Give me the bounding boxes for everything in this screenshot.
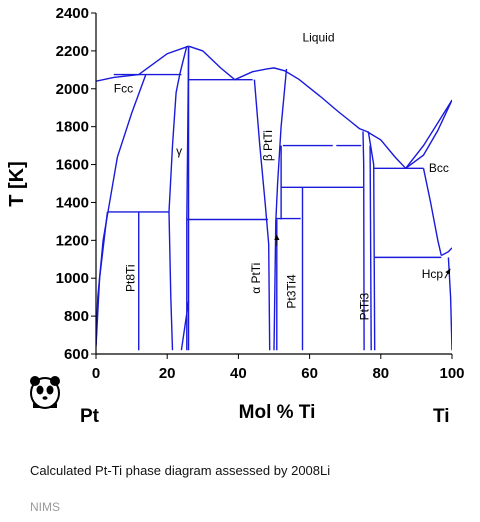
y-tick-label-9: 2400 xyxy=(56,5,89,22)
x-tick-label-5: 100 xyxy=(439,365,464,382)
boundary-pti3-right xyxy=(367,131,376,351)
boundary-liquidus-pti3 xyxy=(366,130,407,169)
x-tick-label-4: 80 xyxy=(372,365,389,382)
phase-label-1: Fcc xyxy=(114,82,133,96)
y-axis-label: T [K] xyxy=(6,161,28,207)
y-tick-label-5: 1600 xyxy=(56,157,89,174)
boundary-line-24 xyxy=(180,300,190,351)
phase-label-6: α PtTi xyxy=(249,263,263,294)
phase-label-3: Hcp xyxy=(422,267,444,281)
phase-label-2: Bcc xyxy=(429,161,449,175)
boundary-beta-ptti-right xyxy=(273,68,288,351)
arrow-head-1 xyxy=(445,268,451,275)
boundary-pti3-left xyxy=(362,131,365,351)
y-tick-label-0: 600 xyxy=(64,346,89,363)
x-tick-label-1: 20 xyxy=(159,365,176,382)
element-ti-label: Ti xyxy=(433,406,450,427)
y-tick-label-8: 2200 xyxy=(56,43,89,60)
y-tick-label-2: 1000 xyxy=(56,270,89,287)
boundary-solidus-bcc xyxy=(405,99,452,169)
boundary-beta-ptti-left xyxy=(253,79,271,351)
x-tick-label-0: 0 xyxy=(92,365,100,382)
boundary-liquidus-bcc xyxy=(405,99,452,169)
boundary-liquidus-fcc xyxy=(96,45,189,82)
y-tick-label-7: 2000 xyxy=(56,81,89,98)
y-tick-label-6: 1800 xyxy=(56,119,89,136)
boundary-liquidus-pt3ti-dome xyxy=(188,45,367,133)
element-pt-label: Pt xyxy=(80,406,99,427)
boundary-gamma-left-top xyxy=(179,46,188,75)
x-tick-label-3: 60 xyxy=(301,365,318,382)
y-tick-label-4: 1400 xyxy=(56,194,89,211)
phase-label-9: PtTi3 xyxy=(357,293,371,321)
axes: 600 800 1000 1200 1400 1600 1800 2000 2200 2400 0 2… xyxy=(56,5,465,382)
phase-boundaries xyxy=(96,45,452,351)
boundary-hcp-bcc xyxy=(440,247,452,257)
boundary-bcc-solvus xyxy=(422,168,442,256)
figure-caption: Calculated Pt-Ti phase diagram assessed … xyxy=(30,463,331,478)
phase-labels: Liquid Fcc Bcc Hcp γ β PtTi α PtTi Pt8Ti Pt3Ti4 P… xyxy=(114,30,449,320)
panda-logo-icon xyxy=(29,375,61,414)
phase-label-0: Liquid xyxy=(302,30,334,44)
phase-label-5: β PtTi xyxy=(261,130,275,161)
phase-label-7: Pt8Ti xyxy=(123,264,137,292)
arrow-head-0 xyxy=(274,234,280,241)
x-tick-label-2: 40 xyxy=(230,365,247,382)
x-axis-label: Mol % Ti xyxy=(239,402,316,423)
y-tick-label-3: 1200 xyxy=(56,232,89,249)
boundary-pti3-inner xyxy=(369,145,372,351)
boundary-fcc-solvus-low xyxy=(96,211,109,347)
boundary-gamma-left xyxy=(168,74,181,351)
phase-label-4: γ xyxy=(176,144,182,158)
credit-text: NIMS xyxy=(30,500,60,514)
phase-label-8: Pt3Ti4 xyxy=(284,274,298,309)
phase-diagram-chart: Liquid Fcc Bcc Hcp γ β PtTi α PtTi Pt8Ti Pt3Ti4 P… xyxy=(6,5,465,423)
y-tick-label-1: 800 xyxy=(64,308,89,325)
